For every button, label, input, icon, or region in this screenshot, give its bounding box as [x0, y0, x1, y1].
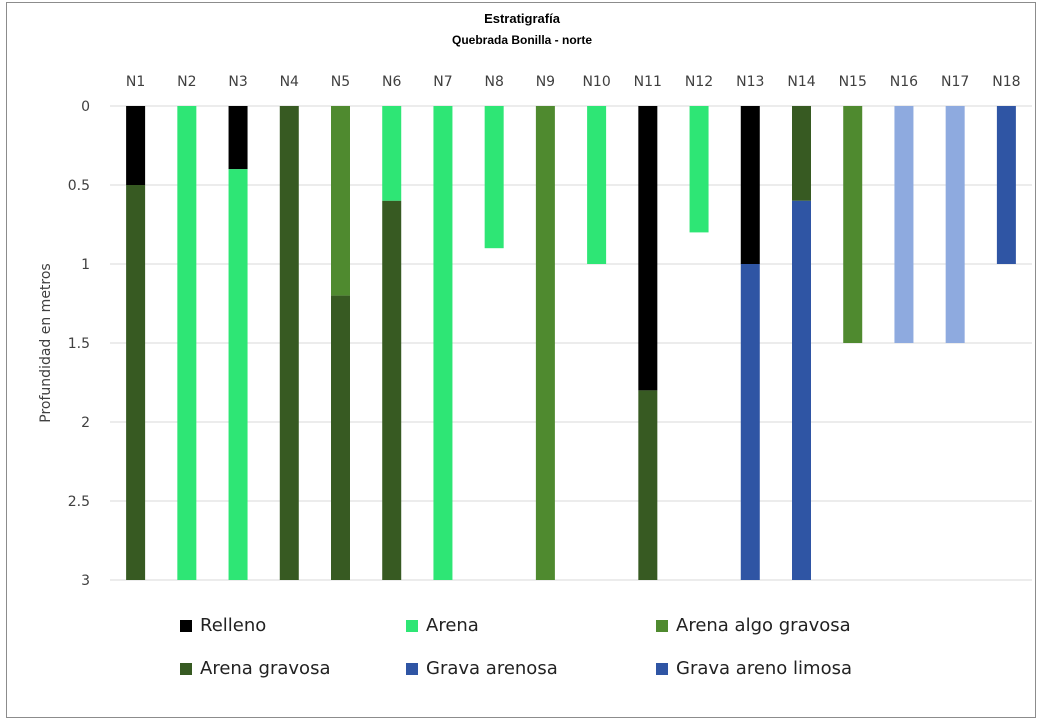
- bar-segment: [126, 106, 146, 185]
- bar-segment: [740, 106, 760, 264]
- category-label: N3: [228, 74, 247, 90]
- legend-item-arena: Arena: [406, 615, 656, 636]
- legend-label: Relleno: [200, 615, 267, 636]
- chart-title: Estratigrafía: [484, 11, 560, 26]
- category-label: N5: [331, 74, 350, 90]
- bar-segment: [894, 106, 914, 343]
- bar-segment: [792, 106, 811, 201]
- y-tick-label: 2: [81, 415, 90, 431]
- category-label: N15: [839, 74, 867, 90]
- legend-swatch: [656, 619, 668, 632]
- legend-swatch: [656, 662, 668, 675]
- bar-segment: [126, 185, 146, 580]
- bar-segment: [996, 106, 1016, 264]
- bar-segment: [331, 106, 350, 296]
- legend-item-grava-areno-limosa: Grava areno limosa: [656, 658, 940, 679]
- bar-segment: [945, 106, 965, 343]
- category-label: N14: [787, 74, 815, 90]
- chart-legend: Relleno Arena Arena algo gravosa Arena g…: [180, 615, 940, 679]
- bar-segment: [228, 169, 248, 580]
- legend-item-arena-algo-gravosa: Arena algo gravosa: [656, 615, 940, 636]
- bar-segment: [535, 106, 555, 580]
- legend-swatch: [406, 662, 418, 675]
- bar-segment: [382, 200, 402, 581]
- category-label: N13: [736, 74, 764, 90]
- bar-segment: [638, 390, 658, 580]
- legend-swatch: [180, 662, 192, 675]
- legend-item-relleno: Relleno: [180, 615, 406, 636]
- category-label: N8: [484, 74, 503, 90]
- category-label: N4: [280, 74, 299, 90]
- category-label: N2: [177, 74, 196, 90]
- category-label: N10: [582, 74, 610, 90]
- y-axis-label: Profundidad en metros: [38, 263, 54, 422]
- legend-item-grava-arenosa: Grava arenosa: [406, 658, 656, 679]
- bar-segment: [382, 106, 402, 201]
- legend-item-arena-gravosa: Arena gravosa: [180, 658, 406, 679]
- y-tick-label: 1: [81, 257, 90, 273]
- legend-label: Arena: [426, 615, 479, 636]
- category-label: N11: [634, 74, 662, 90]
- y-tick-label: 2.5: [68, 494, 90, 510]
- category-label: N17: [941, 74, 969, 90]
- legend-swatch: [180, 619, 192, 632]
- legend-label: Grava areno limosa: [676, 658, 852, 679]
- y-tick-label: 3: [81, 573, 90, 589]
- bar-segment: [228, 106, 248, 170]
- category-label: N1: [126, 74, 145, 90]
- category-label: N18: [992, 74, 1020, 90]
- bar-segment: [843, 106, 863, 343]
- bar-segment: [484, 106, 504, 249]
- legend-label: Arena algo gravosa: [676, 615, 851, 636]
- category-label: N16: [890, 74, 918, 90]
- bar-segment: [740, 264, 760, 580]
- y-tick-label: 1.5: [68, 336, 90, 352]
- bar-segment: [587, 106, 607, 264]
- legend-label: Grava arenosa: [426, 658, 558, 679]
- y-tick-label: 0: [81, 99, 90, 115]
- bar-segment: [792, 200, 811, 581]
- bar-segment: [433, 106, 453, 580]
- legend-swatch: [406, 619, 418, 632]
- bar-segment: [279, 106, 299, 580]
- y-tick-label: 0.5: [68, 178, 90, 194]
- chart-subtitle: Quebrada Bonilla - norte: [451, 33, 592, 47]
- category-label: N9: [536, 74, 555, 90]
- category-label: N12: [685, 74, 713, 90]
- bar-segment: [689, 106, 709, 233]
- bar-segment: [177, 106, 197, 580]
- bar-segment: [331, 295, 350, 580]
- category-label: N6: [382, 74, 401, 90]
- category-label: N7: [433, 74, 452, 90]
- bar-segment: [638, 106, 658, 391]
- legend-label: Arena gravosa: [200, 658, 331, 679]
